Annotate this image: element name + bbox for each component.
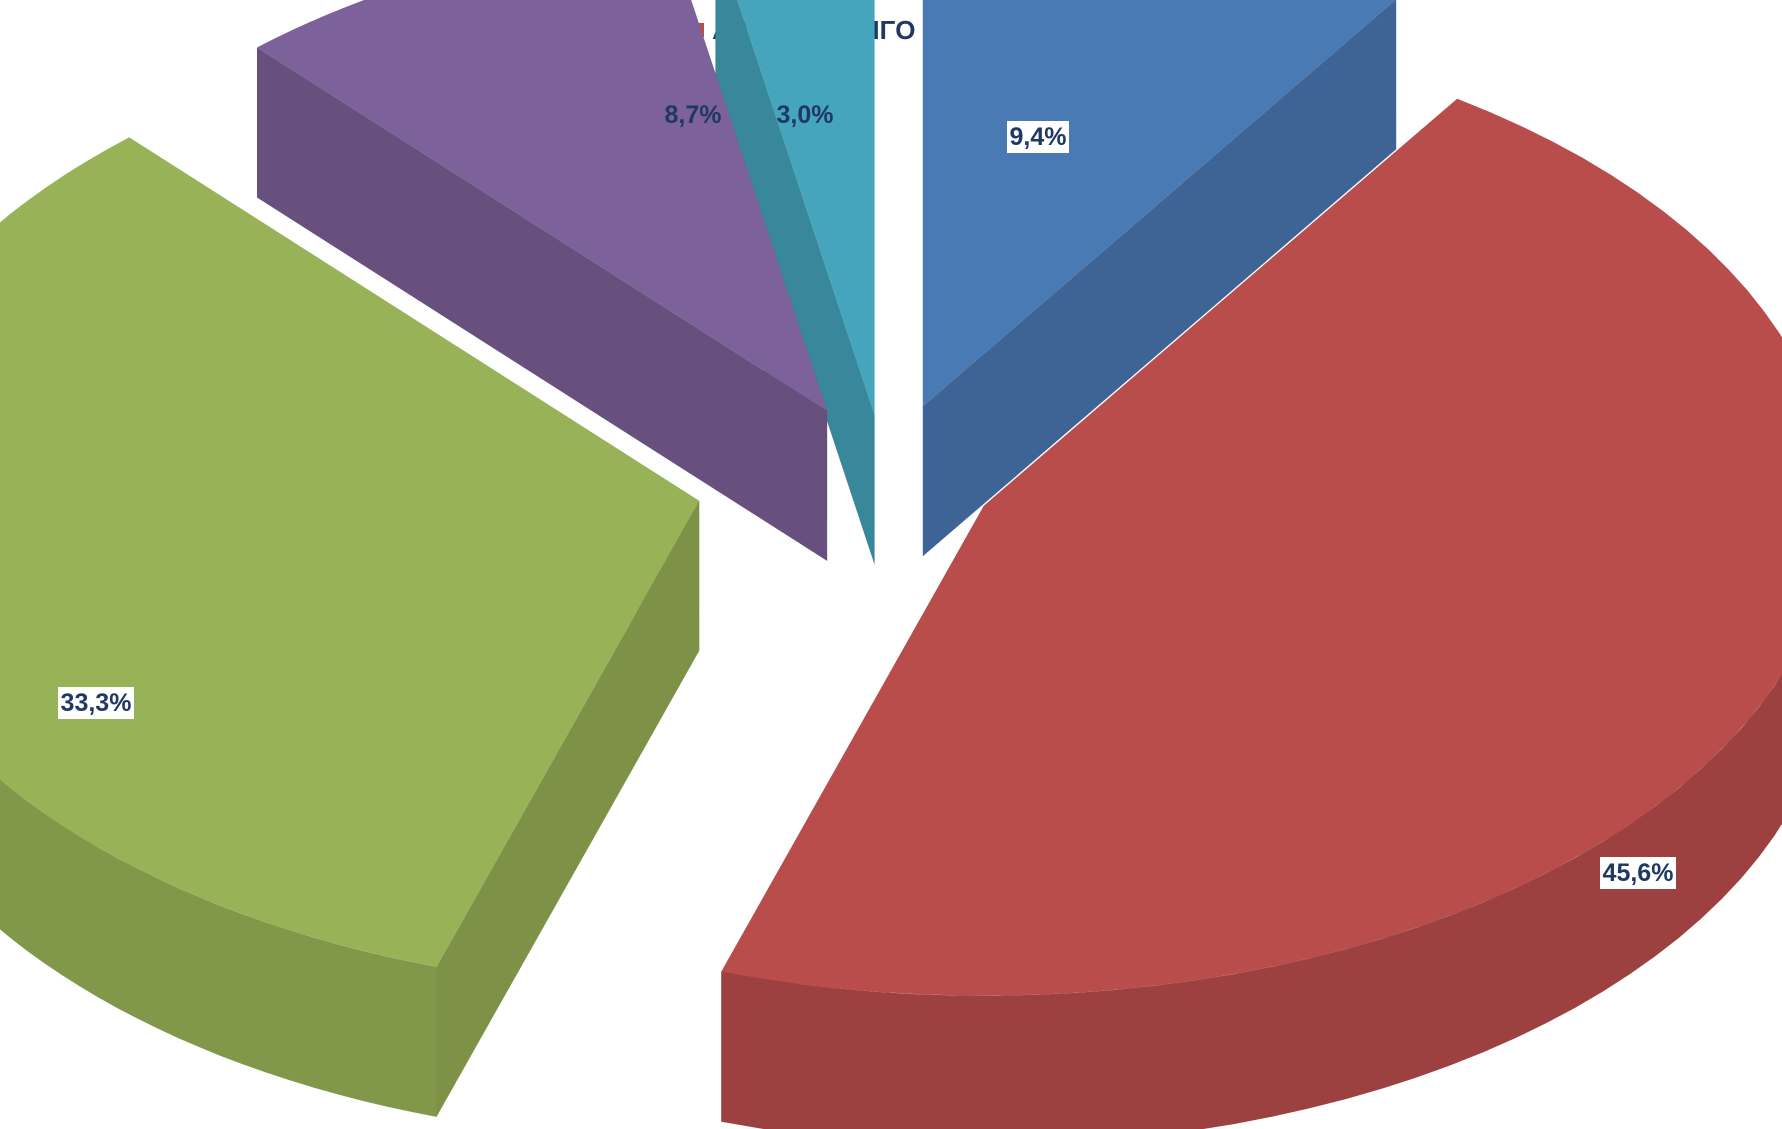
slice-rim — [0, 779, 437, 1117]
pie-slice — [257, 0, 828, 561]
data-label: 8,7% — [665, 101, 722, 129]
data-label: 45,6% — [1600, 857, 1676, 889]
pie-slice — [922, 0, 1397, 557]
data-label-text: 9,4% — [1010, 123, 1067, 151]
slice-side-wall — [922, 0, 1397, 557]
data-label-text: 45,6% — [1603, 859, 1674, 887]
data-label-text: 33,3% — [61, 689, 132, 717]
data-label: 3,0% — [777, 101, 834, 129]
slice-top-face — [0, 137, 700, 967]
slice-side-wall — [436, 500, 700, 1117]
data-label-text: 8,7% — [665, 101, 722, 129]
slice-rim — [721, 673, 1782, 1129]
pie-slice — [721, 98, 1782, 1129]
data-label-background — [1600, 857, 1676, 889]
slice-top-face — [737, 0, 875, 415]
data-label-text: 3,0% — [777, 101, 834, 129]
data-label-background — [58, 687, 134, 719]
slice-top-face — [721, 98, 1782, 996]
slice-top-face — [922, 0, 1396, 407]
pie-slice — [0, 137, 700, 1117]
slice-top-face — [257, 0, 828, 411]
slice-side-wall — [257, 47, 828, 561]
pie-slice — [715, 0, 875, 565]
data-label-background — [1007, 121, 1069, 153]
slice-side-wall — [715, 0, 875, 565]
data-label: 9,4% — [1007, 121, 1069, 153]
data-label: 33,3% — [58, 687, 134, 719]
